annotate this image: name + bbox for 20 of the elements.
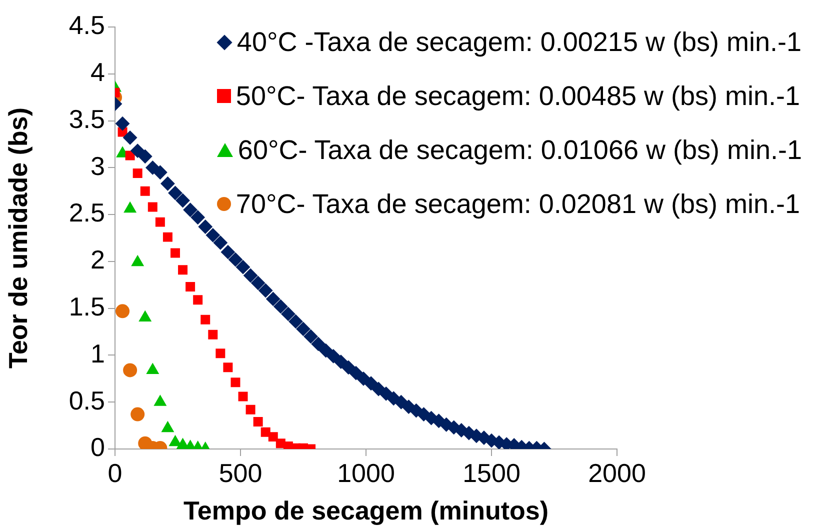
y-tick-label: 0 [90, 432, 105, 462]
legend-label: 60°C- Taxa de secagem: 0.01066 w (bs) min.-1 [238, 134, 802, 166]
y-tick-label: 2.5 [68, 198, 105, 228]
y-tick-label: 3 [90, 150, 105, 181]
y-axis-title: Teor de umidade (bs) [2, 108, 33, 368]
y-tick-label: 4.5 [68, 10, 105, 40]
x-tick-label: 500 [218, 458, 262, 488]
legend-label: 40°C -Taxa de secagem: 0.00215 w (bs) min.-1 [236, 26, 802, 58]
x-tick-label: 1000 [337, 458, 395, 488]
y-tick-label: 1.5 [68, 292, 105, 322]
x-tick-label: 2000 [588, 458, 646, 488]
y-tick-label: 1 [90, 338, 105, 368]
legend-label: 50°C- Taxa de secagem: 0.00485 w (bs) min.-1 [236, 80, 800, 112]
y-tick-label: 3.5 [68, 104, 105, 134]
y-tick-label: 2 [90, 244, 105, 275]
legend-label: 70°C- Taxa de secagem: 0.02081 w (bs) min.-1 [236, 188, 800, 220]
y-tick-label: 0.5 [68, 385, 105, 416]
y-tick-label: 4 [90, 57, 105, 88]
x-axis-title: Tempo de secagem (minutos) [183, 496, 549, 526]
x-tick-label: 1500 [462, 458, 520, 488]
